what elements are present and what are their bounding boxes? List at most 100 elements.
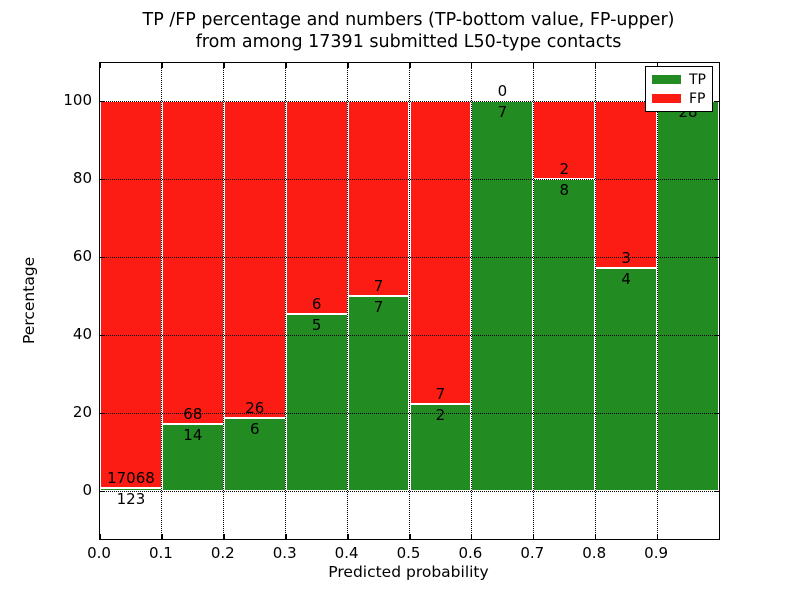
- x-tick-label: 0.7: [520, 544, 545, 562]
- x-tick-top: [100, 63, 101, 68]
- x-tick-bottom: [100, 534, 101, 539]
- y-tick-right: [714, 490, 719, 492]
- v-gridline: [532, 63, 534, 539]
- x-tick-top: [161, 63, 163, 68]
- x-tick-label: 0.4: [334, 544, 359, 562]
- y-tick-left: [100, 490, 105, 492]
- x-tick-bottom: [532, 534, 535, 539]
- x-tick-label: 0.9: [644, 544, 669, 562]
- y-tick-label: 80: [72, 169, 92, 187]
- bar-segment-fp: [223, 101, 286, 418]
- v-gridline: [594, 63, 596, 539]
- x-tick-bottom: [409, 534, 411, 539]
- bar-label-tp: 4: [621, 270, 631, 289]
- x-tick-bottom: [656, 534, 659, 539]
- bar-label-fp: 7: [435, 385, 446, 404]
- bar-label-tp: 6: [249, 419, 260, 438]
- bar-label-tp: 8: [559, 181, 570, 199]
- chart-title: TP /FP percentage and numbers (TP-bottom…: [99, 9, 718, 53]
- x-tick-label: 0.2: [210, 544, 235, 562]
- x-tick-top: [594, 63, 597, 68]
- v-gridline: [347, 63, 349, 539]
- x-tick-bottom: [223, 534, 225, 539]
- bar-segment-fp: [409, 101, 472, 405]
- y-tick-label: 40: [72, 325, 92, 343]
- x-tick-bottom: [347, 534, 349, 539]
- bar-segment-tp: [347, 296, 410, 491]
- y-tick-label: 0: [82, 481, 92, 499]
- x-tick-top: [470, 63, 473, 68]
- bar-label-tp: 123: [116, 490, 146, 509]
- bar-label-tp: 14: [183, 426, 203, 445]
- bar-label-fp: 68: [183, 405, 203, 424]
- bar-segment-tp: [471, 101, 534, 491]
- bar-segment-tp: [161, 424, 224, 491]
- bar-label-fp: 7: [373, 277, 384, 295]
- bar-label-tp: 7: [373, 298, 384, 316]
- chart-title-line1: TP /FP percentage and numbers (TP-bottom…: [142, 10, 675, 30]
- bar-segment-tp: [595, 268, 658, 491]
- tp-color-swatch: [652, 75, 681, 84]
- legend-label-tp: TP: [689, 71, 706, 88]
- bar-label-fp: 6: [311, 294, 322, 313]
- bar-label-fp: 17068: [107, 469, 155, 488]
- v-gridline: [409, 63, 410, 539]
- v-gridline: [470, 63, 472, 539]
- y-tick-right: [714, 334, 719, 336]
- chart-title-line2: from among 17391 submitted L50-type cont…: [195, 32, 622, 52]
- bar-label-tp: 7: [497, 103, 508, 121]
- y-tick-right: [714, 412, 719, 414]
- x-tick-label: 0.0: [87, 544, 111, 562]
- bar-segment-fp: [100, 101, 162, 489]
- y-tick-left: [100, 412, 105, 414]
- x-tick-bottom: [594, 534, 597, 539]
- x-axis-label: Predicted probability: [328, 563, 489, 581]
- y-tick-right: [714, 178, 719, 180]
- y-tick-left: [100, 100, 105, 102]
- legend-item-fp: FP: [652, 92, 706, 106]
- x-tick-label: 0.5: [396, 544, 421, 562]
- y-tick-left: [100, 256, 105, 258]
- v-gridline: [285, 63, 287, 539]
- bar-segment-tp: [285, 313, 348, 491]
- fp-color-swatch: [652, 94, 681, 103]
- y-tick-right: [714, 256, 719, 258]
- x-tick-top: [347, 63, 349, 68]
- bar-label-fp: 26: [245, 398, 265, 417]
- bar-segment-fp: [161, 101, 224, 425]
- v-gridline: [656, 63, 658, 539]
- y-tick-left: [100, 178, 105, 180]
- bar-label-tp: 2: [435, 406, 446, 425]
- bar-label-fp: 0: [497, 82, 508, 100]
- legend-item-tp: TP: [652, 73, 706, 87]
- bar-segment-fp: [595, 101, 658, 269]
- bar-segment-fp: [285, 101, 348, 314]
- x-tick-top: [532, 63, 535, 68]
- y-tick-label: 100: [63, 91, 92, 109]
- x-tick-bottom: [161, 534, 163, 539]
- y-tick-label: 60: [72, 247, 92, 265]
- x-tick-top: [409, 63, 411, 68]
- y-axis-label: Percentage: [20, 256, 38, 344]
- x-tick-bottom: [285, 534, 287, 539]
- plot-area: 170681236814266657772072834028: [99, 62, 720, 540]
- x-tick-label: 0.3: [272, 544, 297, 562]
- x-tick-top: [285, 63, 287, 68]
- bar-segment-fp: [347, 101, 410, 296]
- y-tick-right: [714, 100, 719, 102]
- x-tick-label: 0.8: [582, 544, 607, 562]
- v-gridline: [161, 63, 163, 539]
- v-gridline: [223, 63, 225, 539]
- legend: TP FP: [645, 66, 713, 112]
- bar-label-fp: 3: [621, 249, 631, 268]
- x-tick-top: [223, 63, 225, 68]
- legend-label-fp: FP: [689, 90, 706, 107]
- x-tick-bottom: [470, 534, 473, 539]
- x-tick-label: 0.6: [458, 544, 483, 562]
- x-tick-top: [656, 63, 659, 68]
- x-tick-label: 0.1: [148, 544, 173, 562]
- bar-label-tp: 5: [311, 315, 322, 334]
- y-tick-left: [100, 334, 105, 336]
- bar-label-fp: 2: [559, 160, 570, 178]
